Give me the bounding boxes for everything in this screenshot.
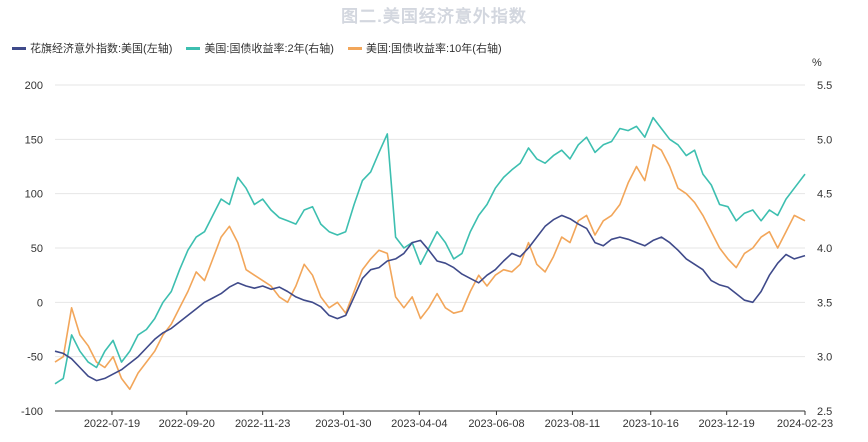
x-tick-label: 2023-12-19 bbox=[699, 418, 755, 430]
right-tick-label: 3.5 bbox=[817, 297, 832, 309]
right-tick-label: 5.5 bbox=[817, 80, 832, 92]
legend-item-citi-index[interactable]: 花旗经济意外指数:美国(左轴) bbox=[12, 40, 172, 56]
left-tick-label: 200 bbox=[25, 80, 43, 92]
chart-title: 图二.美国经济意外指数 bbox=[341, 7, 527, 26]
x-axis-ticks: 2022-07-19 2022-09-20 2022-11-23 2023-01-30… bbox=[84, 411, 833, 430]
series-line-2y-yield bbox=[54, 116, 806, 385]
legend-label-10y-yield: 美国:国债收益率:10年(右轴) bbox=[365, 43, 502, 55]
left-axis-ticks: 200 150 100 50 0 -50 -100 bbox=[21, 80, 43, 418]
legend-label-citi-index: 花旗经济意外指数:美国(左轴) bbox=[30, 43, 173, 55]
x-tick-label: 2023-04-04 bbox=[391, 418, 447, 430]
right-axis-unit: % bbox=[812, 57, 822, 69]
right-axis-ticks: 5.5 5.0 4.5 4.0 3.5 3.0 2.5 bbox=[817, 80, 832, 418]
x-tick-label: 2024-02-23 bbox=[777, 418, 833, 430]
legend-swatch-2y-yield bbox=[186, 46, 201, 50]
x-tick-label: 2022-11-23 bbox=[235, 418, 290, 430]
x-tick-label: 2022-09-20 bbox=[159, 418, 215, 430]
series-lines bbox=[54, 116, 806, 391]
left-tick-label: 0 bbox=[37, 297, 43, 309]
legend-swatch-citi-index bbox=[12, 46, 26, 50]
legend-label-2y-yield: 美国:国债收益率:2年(右轴) bbox=[204, 43, 334, 55]
right-tick-label: 4.5 bbox=[817, 189, 832, 201]
left-tick-label: -50 bbox=[27, 352, 43, 364]
right-tick-label: 2.5 bbox=[817, 406, 832, 418]
x-tick-label: 2023-10-16 bbox=[623, 418, 679, 430]
legend: 花旗经济意外指数:美国(左轴) 美国:国债收益率:2年(右轴) 美国:国债收益率… bbox=[12, 40, 502, 56]
right-tick-label: 5.0 bbox=[817, 134, 832, 146]
legend-swatch-10y-yield bbox=[347, 46, 362, 50]
left-tick-label: 50 bbox=[31, 243, 43, 255]
legend-item-2y-yield[interactable]: 美国:国债收益率:2年(右轴) bbox=[186, 40, 334, 56]
x-tick-label: 2023-06-08 bbox=[468, 418, 524, 430]
left-tick-label: -100 bbox=[21, 406, 43, 418]
right-tick-label: 4.0 bbox=[817, 243, 832, 255]
legend-item-10y-yield[interactable]: 美国:国债收益率:10年(右轴) bbox=[347, 40, 502, 56]
left-tick-label: 100 bbox=[25, 189, 43, 201]
x-tick-label: 2023-08-11 bbox=[545, 418, 600, 430]
left-tick-label: 150 bbox=[25, 134, 43, 146]
x-tick-label: 2022-07-19 bbox=[84, 418, 140, 430]
right-tick-label: 3.0 bbox=[817, 352, 832, 364]
series-line-10y-yield bbox=[54, 144, 806, 391]
series-line-citi-index bbox=[54, 214, 806, 382]
x-tick-label: 2023-01-30 bbox=[315, 418, 371, 430]
grid-lines bbox=[55, 84, 805, 358]
